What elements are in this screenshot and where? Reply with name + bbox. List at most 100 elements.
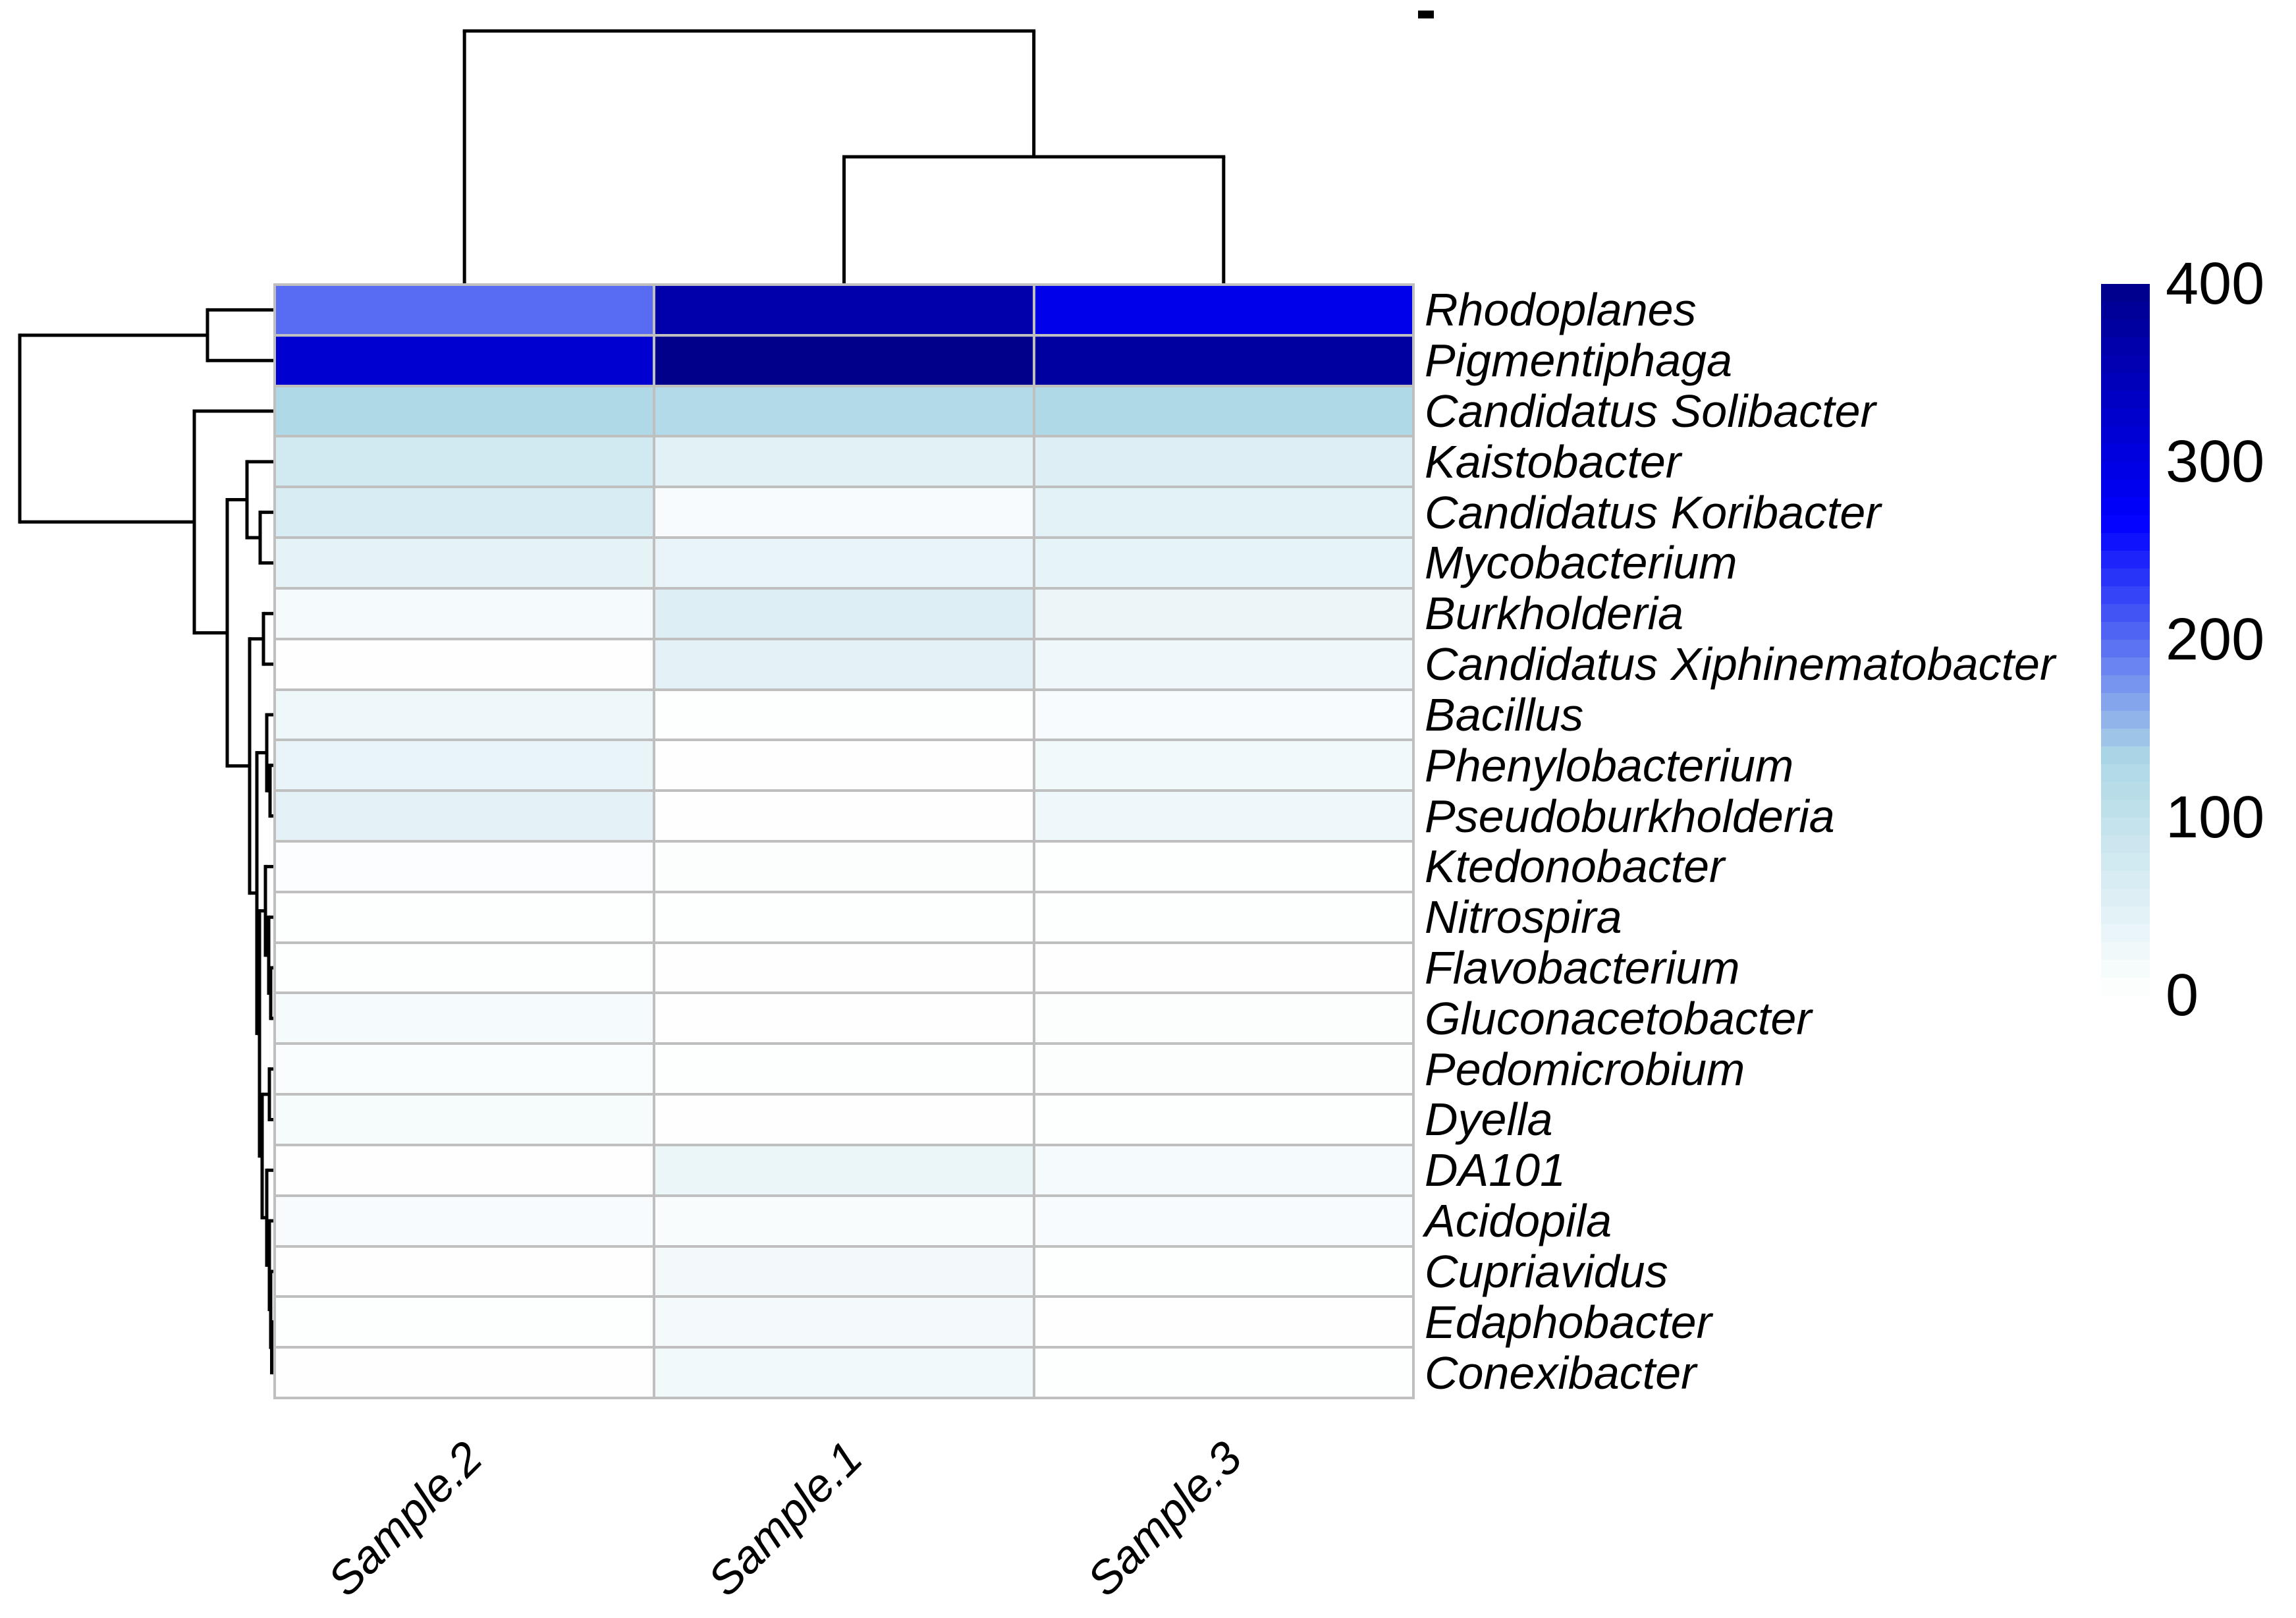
- heatmap-cell: [655, 589, 1033, 638]
- row-label: Flavobacterium: [1425, 942, 1740, 994]
- heatmap-cell: [655, 1045, 1033, 1094]
- legend-color-band: [2101, 444, 2150, 462]
- legend-color-band: [2101, 373, 2150, 391]
- legend-color-band: [2101, 640, 2150, 658]
- heatmap-cell: [655, 1247, 1033, 1296]
- legend-color-band: [2101, 782, 2150, 800]
- heatmap-cell: [276, 286, 653, 334]
- heatmap-cell: [276, 792, 653, 840]
- heatmap-cell: [655, 792, 1033, 840]
- heatmap-cell: [1035, 437, 1412, 486]
- heatmap-cell: [276, 640, 653, 688]
- heatmap-cell: [276, 1349, 653, 1397]
- heatmap-cell: [276, 437, 653, 486]
- row-label: Pigmentiphaga: [1425, 335, 1732, 387]
- heatmap-cell: [276, 843, 653, 891]
- legend-tick-label: 100: [2166, 785, 2265, 851]
- heatmap-cell: [1035, 943, 1412, 992]
- legend-color-band: [2101, 729, 2150, 747]
- legend-color-band: [2101, 942, 2150, 961]
- row-label: Nitrospira: [1425, 891, 1622, 943]
- row-label: Candidatus Xiphinematobacter: [1425, 638, 2056, 690]
- legend-color-band: [2101, 284, 2150, 302]
- legend-color-band: [2101, 391, 2150, 409]
- heatmap-cell: [1035, 640, 1412, 688]
- row-label: Dyella: [1425, 1094, 1553, 1146]
- legend-gradient-bar: [2101, 284, 2150, 996]
- legend-color-band: [2101, 515, 2150, 534]
- heatmap-cell: [276, 1045, 653, 1094]
- row-label: Cupriavidus: [1425, 1245, 1668, 1297]
- row-label: Candidatus Koribacter: [1425, 486, 1881, 538]
- heatmap-cell: [1035, 1196, 1412, 1245]
- legend-color-band: [2101, 337, 2150, 356]
- legend-color-band: [2101, 960, 2150, 978]
- heatmap-cell: [1035, 843, 1412, 891]
- heatmap-cell: [276, 994, 653, 1043]
- heatmap-cell: [1035, 387, 1412, 435]
- legend-color-band: [2101, 711, 2150, 729]
- legend-color-band: [2101, 604, 2150, 623]
- row-label: Mycobacterium: [1425, 537, 1737, 589]
- legend-color-band: [2101, 800, 2150, 818]
- legend-color-band: [2101, 746, 2150, 765]
- heatmap-cell: [276, 893, 653, 941]
- heatmap-cell: [1035, 792, 1412, 840]
- heatmap-cell: [655, 1349, 1033, 1397]
- heatmap-cell: [1035, 1146, 1412, 1194]
- heatmap-cell: [276, 1146, 653, 1194]
- heatmap-cell: [1035, 1096, 1412, 1144]
- heatmap-cell: [655, 943, 1033, 992]
- row-label: Gluconacetobacter: [1425, 992, 1812, 1044]
- legend-color-band: [2101, 302, 2150, 320]
- legend-color-band: [2101, 622, 2150, 640]
- heatmap-cell: [276, 336, 653, 385]
- stray-dash-mark: [1418, 11, 1434, 18]
- legend-color-band: [2101, 764, 2150, 783]
- row-label: Rhodoplanes: [1425, 284, 1697, 336]
- heatmap-cell: [655, 437, 1033, 486]
- legend-color-band: [2101, 835, 2150, 854]
- legend-color-band: [2101, 586, 2150, 605]
- legend-color-band: [2101, 480, 2150, 498]
- heatmap-cell: [1035, 589, 1412, 638]
- heatmap-cell: [655, 1146, 1033, 1194]
- heatmap-cell: [655, 994, 1033, 1043]
- heatmap-cell: [1035, 690, 1412, 739]
- heatmap-cell: [276, 387, 653, 435]
- row-label: Burkholderia: [1425, 588, 1683, 640]
- row-label: Candidatus Solibacter: [1425, 385, 1876, 437]
- legend-color-band: [2101, 320, 2150, 338]
- heatmap-cell: [655, 387, 1033, 435]
- row-label: Pseudoburkholderia: [1425, 790, 1835, 842]
- legend-tick-label: 200: [2166, 607, 2265, 673]
- heatmap-cell: [655, 690, 1033, 739]
- legend-color-band: [2101, 569, 2150, 587]
- heatmap-cell: [276, 690, 653, 739]
- legend-color-band: [2101, 924, 2150, 943]
- legend-color-band: [2101, 871, 2150, 889]
- heatmap-cell: [276, 943, 653, 992]
- heatmap-cell: [276, 1196, 653, 1245]
- heatmap-cell: [1035, 488, 1412, 537]
- legend-color-band: [2101, 408, 2150, 427]
- heatmap-cell: [276, 589, 653, 638]
- row-label: Conexibacter: [1425, 1347, 1697, 1399]
- legend-tick-label: 0: [2166, 962, 2199, 1028]
- column-dendrogram: [462, 29, 1226, 283]
- heatmap-cell: [1035, 1298, 1412, 1347]
- legend-color-band: [2101, 497, 2150, 516]
- heatmap-cell: [1035, 1247, 1412, 1296]
- row-label: Phenylobacterium: [1425, 739, 1794, 791]
- legend-color-band: [2101, 657, 2150, 676]
- legend-color-band: [2101, 693, 2150, 711]
- heatmap-cell: [276, 1247, 653, 1296]
- legend-color-band: [2101, 551, 2150, 569]
- row-dendrogram: [18, 308, 273, 1375]
- heatmap-cell: [655, 1196, 1033, 1245]
- row-label: Bacillus: [1425, 688, 1584, 740]
- legend-color-band: [2101, 675, 2150, 694]
- heatmap-cell: [655, 640, 1033, 688]
